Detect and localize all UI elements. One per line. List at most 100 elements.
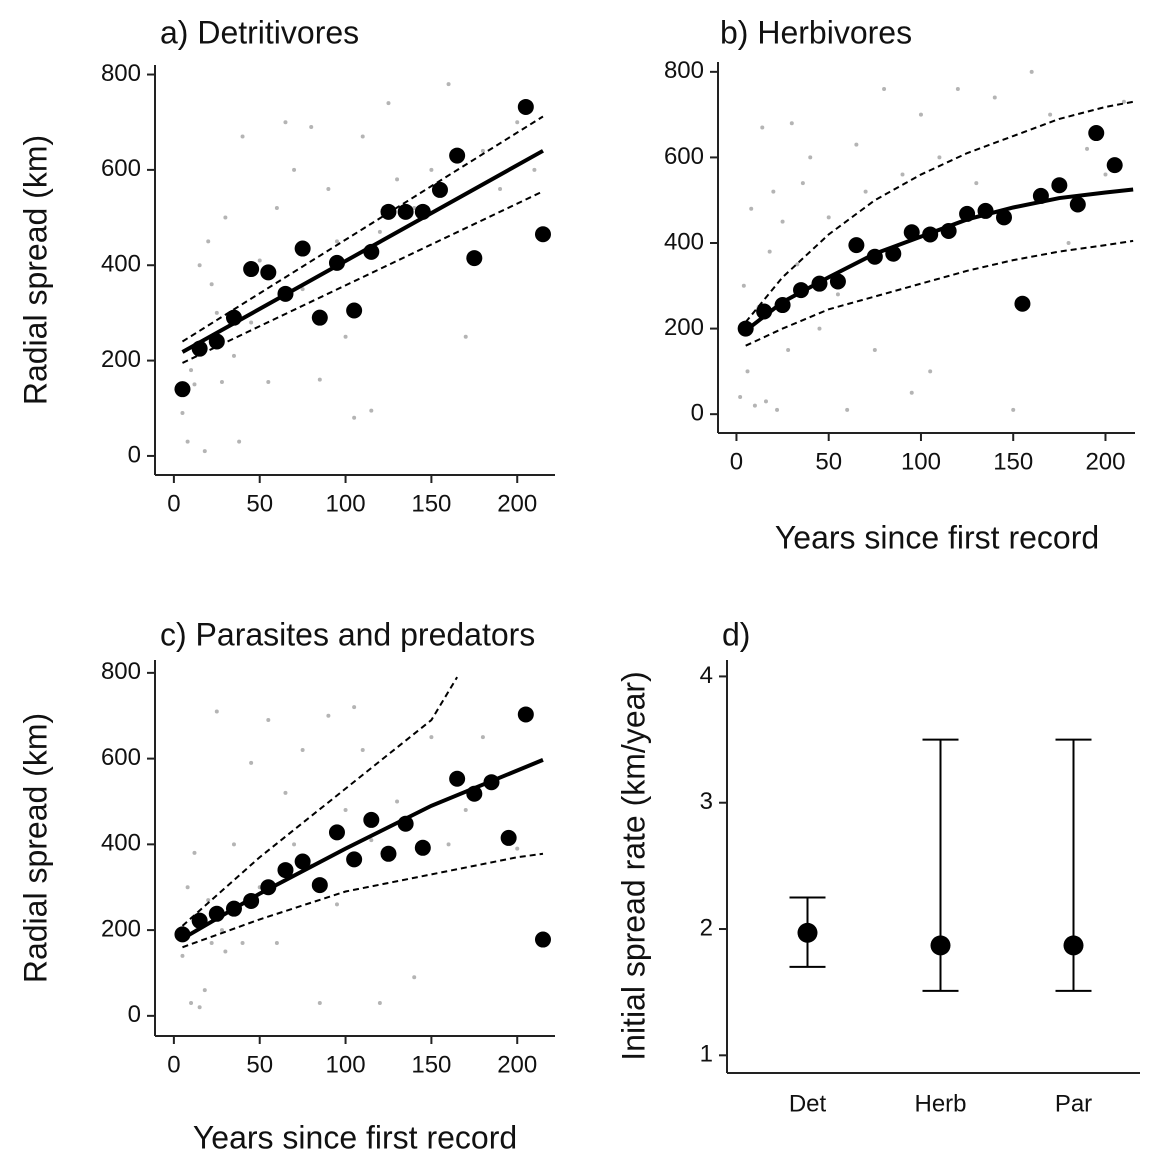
record-point bbox=[480, 735, 485, 740]
record-point bbox=[795, 262, 800, 267]
record-point bbox=[1085, 146, 1090, 151]
panel-title: b) Herbivores bbox=[720, 14, 912, 50]
record-point bbox=[749, 206, 754, 211]
panel-title: a) Detritivores bbox=[160, 14, 359, 50]
record-point bbox=[317, 1000, 322, 1005]
y-tick-label: 200 bbox=[101, 915, 141, 942]
bin-mean-point bbox=[517, 706, 534, 723]
record-point bbox=[463, 808, 468, 813]
record-point bbox=[326, 186, 331, 191]
bin-mean-point bbox=[294, 240, 311, 257]
bin-mean-point bbox=[380, 845, 397, 862]
bin-mean-point bbox=[431, 181, 448, 198]
bin-mean-point bbox=[534, 226, 551, 243]
y-tick-label: 800 bbox=[101, 60, 141, 87]
x-axis-label: Years since first record bbox=[193, 1119, 517, 1155]
y-tick-label: 400 bbox=[101, 830, 141, 857]
record-point bbox=[882, 86, 887, 91]
record-point bbox=[240, 940, 245, 945]
record-point bbox=[752, 403, 757, 408]
record-point bbox=[854, 142, 859, 147]
record-point bbox=[763, 399, 768, 404]
record-point bbox=[219, 380, 224, 385]
record-point bbox=[515, 120, 520, 125]
x-tick-label: 150 bbox=[411, 490, 451, 517]
confidence-line bbox=[182, 852, 544, 949]
record-point bbox=[309, 124, 314, 129]
bin-mean-point bbox=[277, 862, 294, 879]
record-point bbox=[386, 101, 391, 106]
panel-title: c) Parasites and predators bbox=[160, 616, 535, 652]
record-point bbox=[352, 415, 357, 420]
record-point bbox=[326, 713, 331, 718]
x-tick-label: 200 bbox=[497, 490, 537, 517]
bin-mean-point bbox=[903, 224, 920, 241]
x-axis-label: Years since first record bbox=[775, 519, 1099, 555]
x-tick-label: Herb bbox=[914, 1090, 966, 1117]
bin-mean-point bbox=[294, 853, 311, 870]
record-point bbox=[283, 120, 288, 125]
record-point bbox=[343, 334, 348, 339]
x-tick-label: Par bbox=[1055, 1090, 1092, 1117]
y-tick-label: 3 bbox=[700, 788, 713, 815]
y-tick-label: 0 bbox=[128, 1001, 141, 1028]
x-tick-label: 0 bbox=[167, 1051, 180, 1078]
record-point bbox=[192, 850, 197, 855]
estimate-point bbox=[797, 922, 818, 943]
record-point bbox=[189, 1000, 194, 1005]
bin-mean-point bbox=[466, 250, 483, 267]
record-point bbox=[937, 155, 942, 160]
confidence-line bbox=[745, 239, 1134, 347]
record-point bbox=[231, 842, 236, 847]
record-point bbox=[974, 181, 979, 186]
x-tick-label: 150 bbox=[411, 1051, 451, 1078]
record-point bbox=[202, 988, 207, 993]
record-point bbox=[360, 748, 365, 753]
record-point bbox=[800, 181, 805, 186]
record-point bbox=[412, 975, 417, 980]
record-point bbox=[223, 215, 228, 220]
x-tick-label: 50 bbox=[815, 448, 842, 475]
record-point bbox=[1029, 69, 1034, 74]
record-point bbox=[900, 172, 905, 177]
y-tick-label: 800 bbox=[101, 658, 141, 685]
record-point bbox=[369, 838, 374, 843]
record-point bbox=[760, 125, 765, 130]
record-point bbox=[412, 206, 417, 211]
bin-mean-point bbox=[311, 309, 328, 326]
record-point bbox=[249, 320, 254, 325]
bin-mean-point bbox=[500, 829, 517, 846]
y-axis-label: Radial spread (km) bbox=[17, 135, 53, 405]
bin-mean-point bbox=[1088, 125, 1105, 142]
bin-mean-point bbox=[414, 839, 431, 856]
record-point bbox=[209, 940, 214, 945]
y-tick-label: 1 bbox=[700, 1041, 713, 1068]
y-axis-label: Initial spread rate (km/year) bbox=[615, 671, 651, 1060]
y-tick-label: 600 bbox=[664, 143, 704, 170]
record-point bbox=[197, 1005, 202, 1010]
record-point bbox=[826, 215, 831, 220]
panel-title: d) bbox=[722, 616, 750, 652]
record-point bbox=[185, 439, 190, 444]
record-point bbox=[863, 189, 868, 194]
record-point bbox=[789, 121, 794, 126]
bin-mean-point bbox=[829, 273, 846, 290]
record-point bbox=[292, 167, 297, 172]
y-tick-label: 600 bbox=[101, 155, 141, 182]
record-point bbox=[206, 898, 211, 903]
bin-mean-point bbox=[397, 203, 414, 220]
record-point bbox=[377, 1000, 382, 1005]
y-tick-label: 400 bbox=[101, 251, 141, 278]
y-tick-label: 0 bbox=[128, 441, 141, 468]
record-point bbox=[377, 229, 382, 234]
bin-mean-point bbox=[848, 237, 865, 254]
record-point bbox=[266, 380, 271, 385]
record-point bbox=[334, 902, 339, 907]
record-point bbox=[738, 395, 743, 400]
y-tick-label: 200 bbox=[664, 314, 704, 341]
record-point bbox=[771, 189, 776, 194]
record-point bbox=[240, 134, 245, 139]
record-point bbox=[317, 377, 322, 382]
record-point bbox=[817, 326, 822, 331]
record-point bbox=[1066, 241, 1071, 246]
